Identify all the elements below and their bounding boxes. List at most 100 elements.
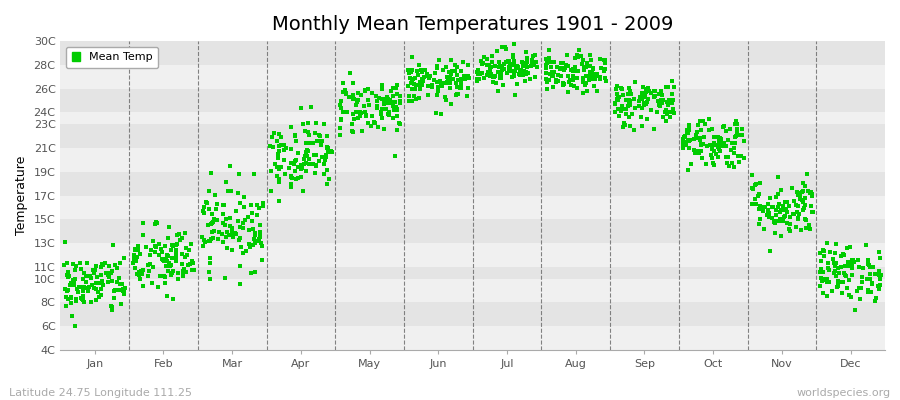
Point [525, 59, 539, 66]
Point [556, 60, 571, 66]
Point [443, 74, 457, 81]
Point [563, 66, 578, 73]
Point [89, 263, 104, 269]
Point [445, 76, 459, 82]
Point [342, 94, 356, 101]
Point [60, 274, 75, 280]
Point [101, 279, 115, 286]
Point [306, 160, 320, 167]
Point [490, 48, 504, 54]
Point [89, 286, 104, 292]
Point [364, 113, 379, 120]
Point [392, 121, 407, 128]
Point [436, 80, 450, 87]
Point [597, 68, 611, 75]
Point [307, 152, 321, 158]
Point [865, 279, 879, 286]
Point [513, 72, 527, 78]
Point [696, 118, 710, 124]
Point [428, 110, 443, 116]
Point [716, 140, 731, 146]
Point [319, 151, 333, 158]
Point [489, 80, 503, 86]
Point [168, 242, 183, 248]
Point [130, 271, 144, 278]
Point [104, 304, 119, 310]
Point [75, 296, 89, 302]
Point [270, 164, 284, 170]
Point [76, 276, 90, 282]
Point [110, 265, 124, 272]
Point [384, 88, 399, 94]
Point [108, 287, 122, 293]
Point [308, 130, 322, 136]
Point [374, 96, 389, 102]
Point [814, 275, 828, 281]
Point [196, 208, 211, 214]
Point [211, 236, 225, 242]
Point [682, 144, 697, 151]
Point [439, 80, 454, 86]
Point [497, 61, 511, 68]
Point [798, 217, 813, 223]
Point [210, 216, 224, 223]
Point [385, 92, 400, 99]
Point [542, 47, 556, 53]
Point [346, 129, 361, 136]
Point [376, 126, 391, 132]
Point [779, 207, 794, 213]
Point [208, 192, 222, 198]
Point [152, 240, 166, 247]
Point [806, 208, 820, 215]
Point [833, 264, 848, 270]
Point [404, 80, 419, 86]
Point [158, 272, 172, 279]
Point [841, 263, 855, 269]
Point [751, 192, 765, 199]
Point [76, 288, 90, 294]
Point [814, 266, 828, 272]
Point [337, 80, 351, 86]
Point [112, 281, 127, 287]
Y-axis label: Temperature: Temperature [15, 156, 28, 235]
Point [68, 296, 83, 302]
Point [544, 64, 558, 70]
Point [168, 254, 183, 260]
Point [576, 78, 590, 84]
Point [483, 64, 498, 70]
Point [724, 140, 739, 146]
Point [796, 180, 811, 186]
Point [483, 66, 498, 72]
Point [688, 147, 702, 153]
Point [639, 101, 653, 107]
Point [202, 238, 217, 244]
Point [253, 230, 267, 237]
Point [714, 136, 728, 142]
Point [771, 174, 786, 180]
Point [219, 178, 233, 185]
Point [416, 77, 430, 84]
Point [497, 66, 511, 72]
Point [761, 208, 776, 214]
Point [728, 139, 742, 146]
Point [270, 172, 284, 179]
Point [67, 276, 81, 283]
Point [861, 257, 876, 263]
Point [368, 120, 382, 126]
Point [860, 287, 875, 293]
Point [610, 96, 625, 103]
Point [571, 67, 585, 74]
Point [796, 188, 811, 194]
Point [666, 96, 680, 103]
Point [835, 251, 850, 257]
Point [375, 115, 390, 122]
Point [457, 72, 472, 79]
Point [67, 278, 81, 284]
Point [766, 204, 780, 210]
Point [756, 208, 770, 214]
Point [272, 176, 286, 182]
Point [726, 150, 741, 157]
Point [814, 267, 828, 273]
Point [222, 232, 237, 238]
Point [350, 98, 365, 104]
